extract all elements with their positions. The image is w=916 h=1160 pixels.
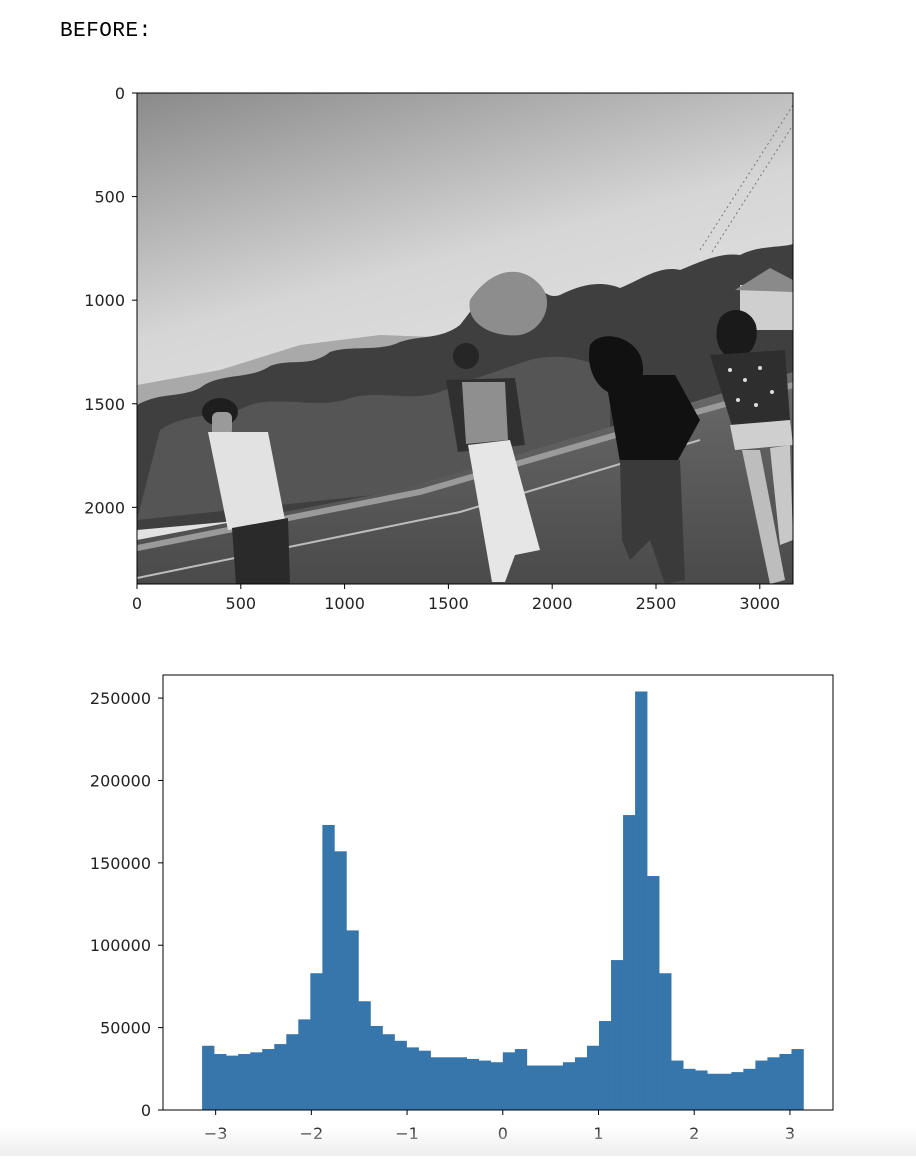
- y-tick-label: 150000: [90, 854, 151, 873]
- histogram-bar: [574, 1057, 588, 1110]
- y-tick-label: 1000: [84, 291, 125, 310]
- histogram-bar: [490, 1062, 504, 1110]
- histogram-bar: [635, 691, 648, 1110]
- x-tick-label: 3000: [739, 594, 780, 613]
- y-tick-label: 100000: [90, 936, 151, 955]
- histogram-bar: [791, 1049, 804, 1110]
- image-axes: 0 500 1000 1500 2000 2500 3000 0 500 1000 1500 2000: [84, 84, 794, 613]
- y-tick-label: 250000: [90, 689, 151, 708]
- histogram-bar: [743, 1068, 756, 1110]
- y-tick-label: 0: [141, 1101, 151, 1120]
- y-tick-label: 200000: [90, 771, 151, 790]
- x-tick-label: 2500: [636, 594, 677, 613]
- histogram-bar: [250, 1052, 263, 1110]
- histogram-bar: [430, 1057, 443, 1110]
- histogram-bar: [502, 1052, 516, 1110]
- x-tick-label: −2: [300, 1124, 324, 1143]
- y-tick-label: 500: [94, 188, 125, 207]
- histogram-bar: [623, 815, 636, 1110]
- histogram-bar: [671, 1060, 684, 1110]
- histogram-bar: [611, 960, 624, 1110]
- x-tick-label: 3: [785, 1124, 795, 1143]
- x-tick-label: 0: [132, 594, 142, 613]
- x-tick-label: 0: [498, 1124, 508, 1143]
- image-axis-ticks: 0 500 1000 1500 2000 2500 3000 0 500 1000 1500 2000: [84, 84, 780, 613]
- histogram-bar: [586, 1045, 600, 1110]
- histogram-bar: [322, 824, 335, 1110]
- histogram-bar: [358, 1001, 371, 1110]
- histogram-bar: [514, 1049, 528, 1110]
- x-tick-label: 500: [226, 594, 257, 613]
- histogram-bar: [659, 973, 672, 1110]
- histogram-bar: [550, 1065, 564, 1110]
- histogram-bar: [370, 1025, 383, 1110]
- histogram-bar: [755, 1060, 768, 1110]
- y-tick-label: 1500: [84, 395, 125, 414]
- histogram-bar: [731, 1072, 744, 1110]
- histogram-bar: [274, 1044, 287, 1110]
- histogram-bar: [683, 1068, 696, 1110]
- histogram-bar: [767, 1057, 780, 1110]
- histogram-bar: [214, 1053, 227, 1110]
- histogram-bar: [310, 973, 323, 1110]
- y-tick-label: 0: [115, 84, 125, 103]
- image-axes-frame: [136, 92, 794, 585]
- x-tick-label: 2000: [532, 594, 573, 613]
- histogram-bar: [298, 1019, 311, 1110]
- histogram-axes: −3 −2 −1 0 1 2 3 0 50000 100000 150000 200000 250000: [90, 674, 834, 1143]
- histogram-bar: [226, 1055, 239, 1110]
- x-tick-label: 1: [593, 1124, 603, 1143]
- histogram-bar: [647, 876, 660, 1110]
- histogram-bar: [262, 1049, 275, 1110]
- x-tick-label: 2: [689, 1124, 699, 1143]
- person-figure: [710, 309, 793, 584]
- histogram-bar: [418, 1050, 431, 1110]
- histogram-bar: [599, 1021, 612, 1110]
- y-tick-label: 50000: [100, 1019, 151, 1038]
- histogram-bar: [406, 1047, 419, 1110]
- x-tick-label: −3: [204, 1124, 228, 1143]
- person-figure: [202, 398, 290, 584]
- histogram-bar: [526, 1065, 540, 1110]
- histogram-bar: [719, 1073, 732, 1110]
- histogram-bar: [707, 1073, 720, 1110]
- x-tick-label: 1500: [428, 594, 469, 613]
- histogram-bar: [382, 1034, 395, 1110]
- y-tick-label: 2000: [84, 498, 125, 517]
- cell-output-label: BEFORE:: [60, 20, 152, 43]
- histogram-bar: [478, 1060, 492, 1110]
- histogram-bar: [286, 1034, 299, 1110]
- histogram-bar: [334, 851, 347, 1110]
- x-tick-label: 1000: [324, 594, 365, 613]
- histogram-bar: [466, 1058, 480, 1110]
- person-figure: [589, 336, 700, 584]
- histogram-bar: [562, 1062, 576, 1110]
- histogram-bar: [442, 1057, 455, 1110]
- histogram-bar: [238, 1053, 251, 1110]
- histogram-bars: [202, 691, 804, 1110]
- histogram-frame: [162, 674, 834, 1111]
- histogram-bar: [779, 1053, 792, 1110]
- histogram-bar: [695, 1070, 708, 1110]
- grayscale-photo: [137, 93, 793, 584]
- histogram-bar: [538, 1065, 552, 1110]
- histogram-bar: [454, 1057, 468, 1110]
- histogram-bar: [202, 1045, 215, 1110]
- histogram-bar: [346, 930, 359, 1110]
- person-figure: [446, 343, 540, 582]
- histogram-bar: [394, 1040, 407, 1110]
- x-tick-label: −1: [395, 1124, 419, 1143]
